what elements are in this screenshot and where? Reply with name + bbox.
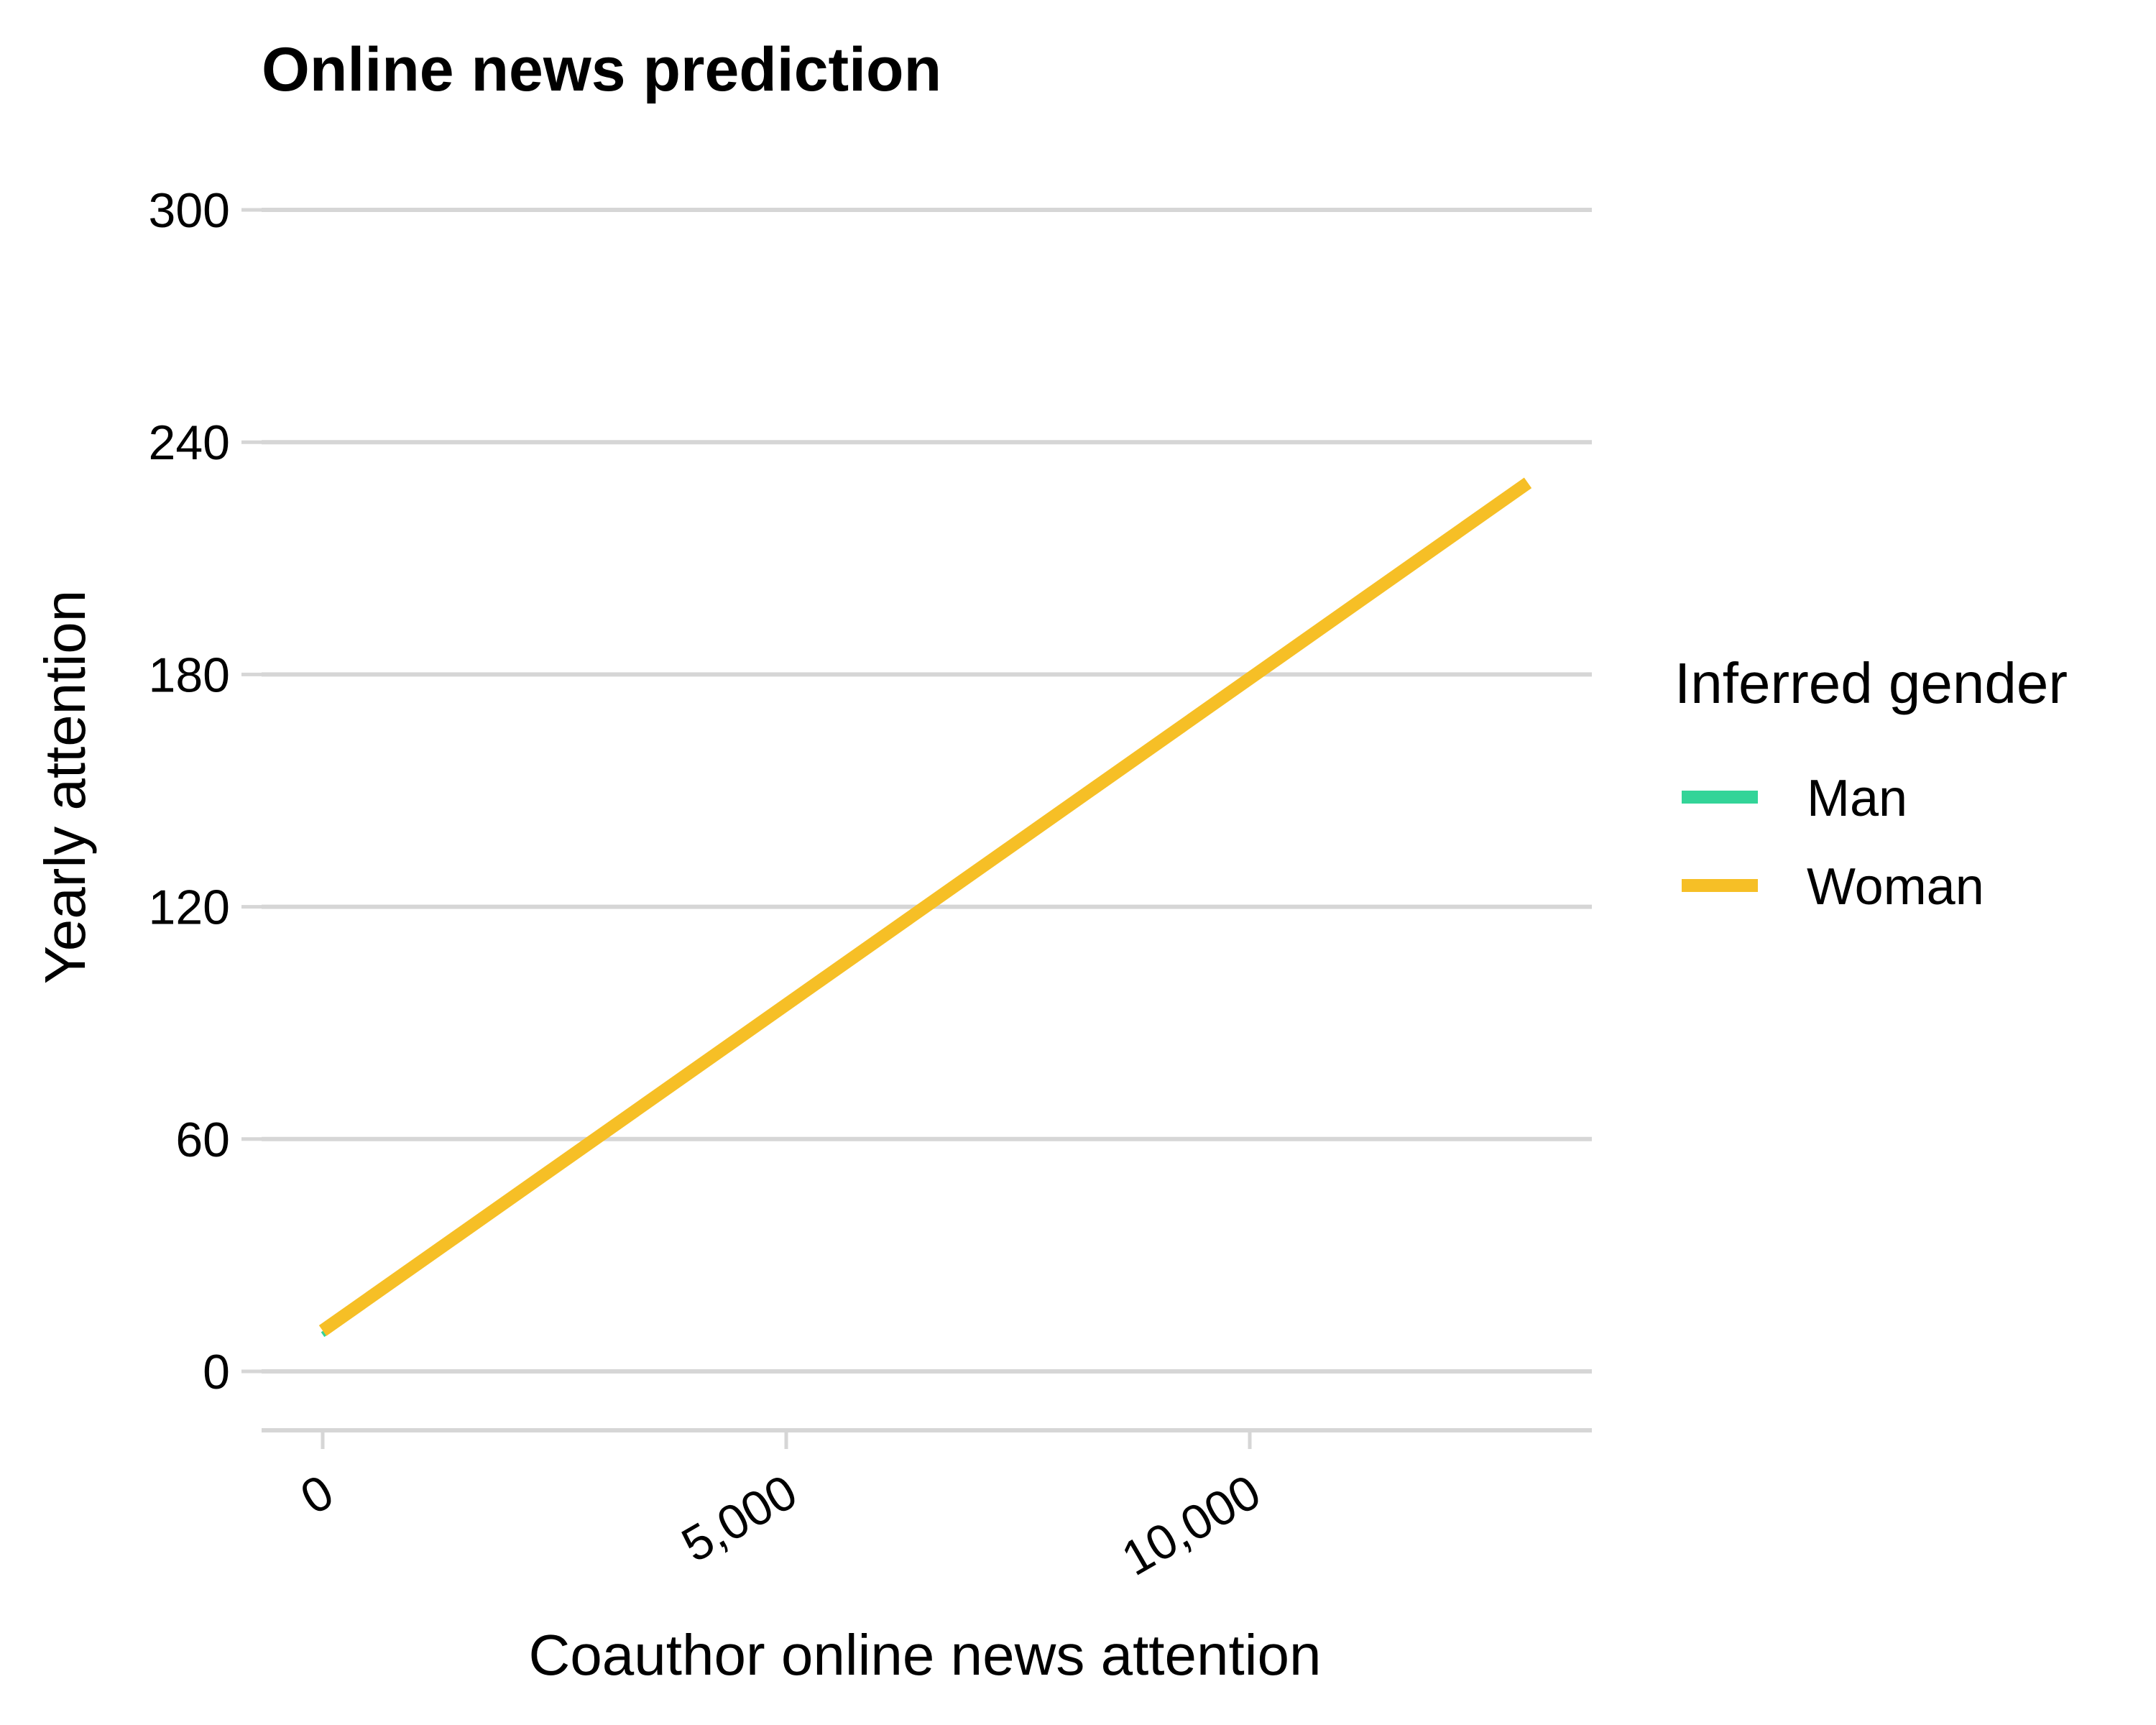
legend-label-man: Man — [1807, 770, 1907, 827]
legend-title: Inferred gender — [1674, 651, 2068, 715]
legend-label-woman: Woman — [1807, 858, 1984, 916]
chart-title: Online news prediction — [262, 35, 941, 104]
y-tick-label: 60 — [175, 1113, 230, 1167]
plot-lines — [318, 477, 1532, 1338]
y-tick-label: 240 — [149, 415, 230, 470]
y-tick-label: 300 — [149, 183, 230, 238]
x-axis-ticks: 0 5,000 10,000 — [292, 1430, 1270, 1586]
grid-lines — [262, 208, 1592, 1374]
x-tick-label: 0 — [292, 1464, 343, 1525]
series-line-woman — [318, 477, 1532, 1336]
x-tick-label: 5,000 — [673, 1464, 806, 1573]
x-tick-label: 10,000 — [1112, 1464, 1269, 1586]
legend: Inferred gender Man Woman — [1674, 651, 2068, 916]
y-tick-label: 180 — [149, 648, 230, 702]
y-tick-label: 0 — [203, 1345, 230, 1399]
y-axis: 0 60 120 180 240 300 — [149, 183, 262, 1399]
y-axis-title: Yearly attention — [33, 590, 97, 985]
legend-items: Man Woman — [1682, 770, 1984, 916]
y-tick-label: 120 — [149, 880, 230, 935]
x-axis-title: Coauthor online news attention — [529, 1623, 1322, 1687]
